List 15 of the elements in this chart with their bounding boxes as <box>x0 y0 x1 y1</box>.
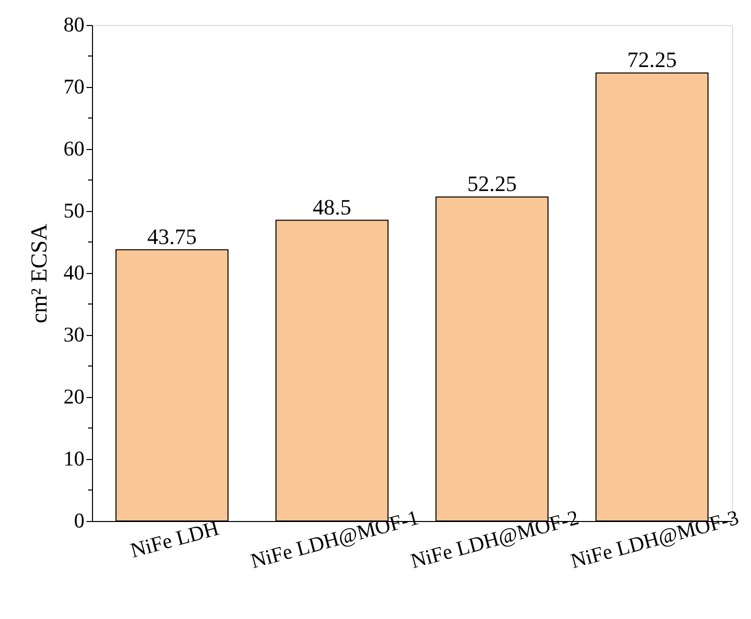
data-label: 48.5 <box>312 194 352 220</box>
y-tick-label: 0 <box>74 508 84 532</box>
y-tick-label: 10 <box>64 446 84 470</box>
y-tick-label: 60 <box>64 136 84 160</box>
data-label: 52.25 <box>467 171 517 196</box>
y-tick-label: 30 <box>64 322 84 346</box>
y-axis-title: cm² ECSA <box>26 223 52 324</box>
y-tick-label: 80 <box>64 12 84 36</box>
y-tick-label: 20 <box>64 384 84 408</box>
data-label: 43.75 <box>147 224 197 249</box>
y-tick-label: 70 <box>64 74 84 98</box>
y-tick-label: 40 <box>64 260 84 284</box>
data-label: 72.25 <box>627 47 677 72</box>
x-tick-label: NiFe LDH <box>128 516 222 562</box>
y-tick-label: 50 <box>64 198 84 222</box>
